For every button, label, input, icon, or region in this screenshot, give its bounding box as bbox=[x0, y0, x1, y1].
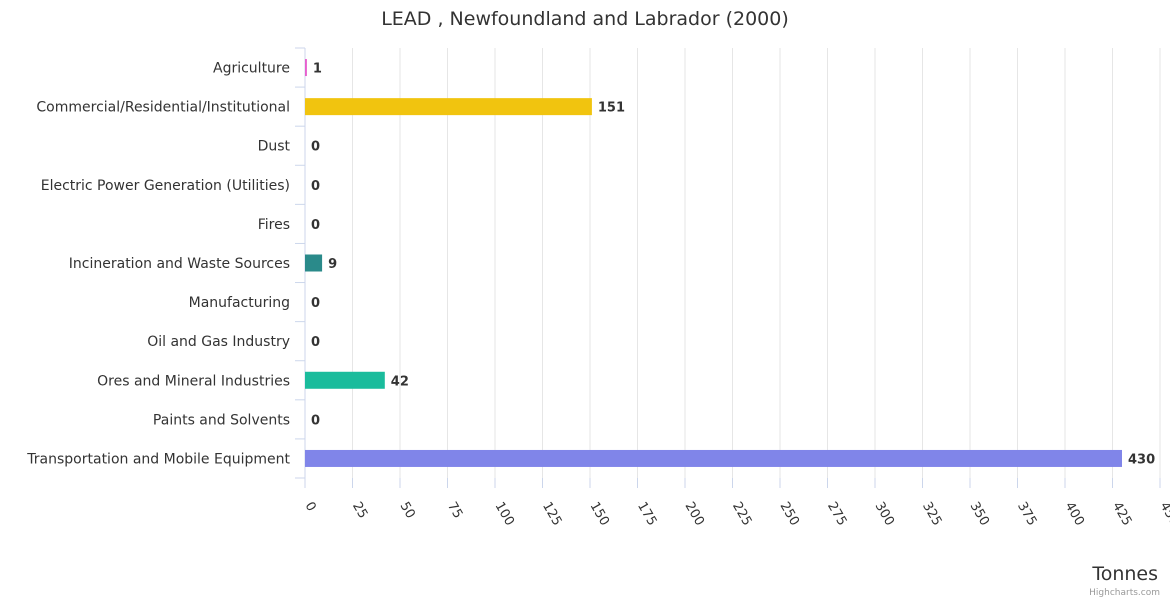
x-tick-label: 125 bbox=[539, 500, 564, 529]
data-label: 0 bbox=[311, 179, 320, 194]
x-tick-label: 275 bbox=[824, 500, 849, 529]
x-tick-label: 0 bbox=[302, 500, 319, 515]
x-tick-label: 375 bbox=[1014, 500, 1039, 529]
x-tick-label: 300 bbox=[872, 500, 897, 529]
data-label: 42 bbox=[391, 374, 409, 389]
x-tick-label: 75 bbox=[444, 500, 465, 522]
category-label: Paints and Solvents bbox=[153, 412, 290, 428]
category-label: Dust bbox=[258, 139, 291, 155]
bar bbox=[305, 254, 323, 272]
category-label: Commercial/Residential/Institutional bbox=[36, 100, 290, 116]
data-label: 1 bbox=[313, 62, 322, 77]
bar bbox=[305, 371, 385, 389]
x-tick-label: 225 bbox=[729, 500, 754, 529]
category-label: Manufacturing bbox=[189, 295, 290, 311]
x-tick-label: 200 bbox=[682, 500, 707, 529]
chart-title: LEAD , Newfoundland and Labrador (2000) bbox=[381, 8, 789, 30]
data-label: 9 bbox=[328, 257, 337, 272]
data-label: 0 bbox=[311, 218, 320, 233]
x-tick-label: 450 bbox=[1157, 500, 1170, 529]
data-label: 0 bbox=[311, 335, 320, 350]
x-tick-label: 425 bbox=[1109, 500, 1134, 529]
x-tick-label: 325 bbox=[919, 500, 944, 529]
category-label: Oil and Gas Industry bbox=[147, 334, 290, 350]
data-label: 0 bbox=[311, 296, 320, 311]
data-label: 0 bbox=[311, 140, 320, 155]
data-label: 0 bbox=[311, 413, 320, 428]
category-label: Electric Power Generation (Utilities) bbox=[41, 178, 290, 194]
x-tick-label: 175 bbox=[634, 500, 659, 529]
x-tick-label: 400 bbox=[1062, 500, 1087, 529]
data-label: 430 bbox=[1128, 452, 1155, 467]
bar bbox=[305, 59, 307, 77]
bars bbox=[305, 59, 1122, 467]
category-label: Fires bbox=[258, 217, 290, 233]
x-tick-label: 350 bbox=[967, 500, 992, 529]
x-tick-label: 250 bbox=[777, 500, 802, 529]
category-label: Incineration and Waste Sources bbox=[69, 256, 290, 272]
x-tick-label: 150 bbox=[587, 500, 612, 529]
x-axis-title: Tonnes bbox=[1091, 563, 1158, 585]
category-label: Transportation and Mobile Equipment bbox=[26, 451, 290, 467]
category-label: Agriculture bbox=[213, 61, 290, 77]
category-label: Ores and Mineral Industries bbox=[97, 373, 290, 389]
bar bbox=[305, 98, 592, 116]
bar bbox=[305, 449, 1122, 467]
grid-lines bbox=[295, 47, 1161, 488]
x-tick-label: 100 bbox=[492, 500, 517, 529]
credits[interactable]: Highcharts.com bbox=[1089, 588, 1160, 598]
x-tick-label: 25 bbox=[349, 500, 370, 522]
data-label: 151 bbox=[598, 101, 625, 116]
x-tick-label: 50 bbox=[397, 500, 418, 522]
